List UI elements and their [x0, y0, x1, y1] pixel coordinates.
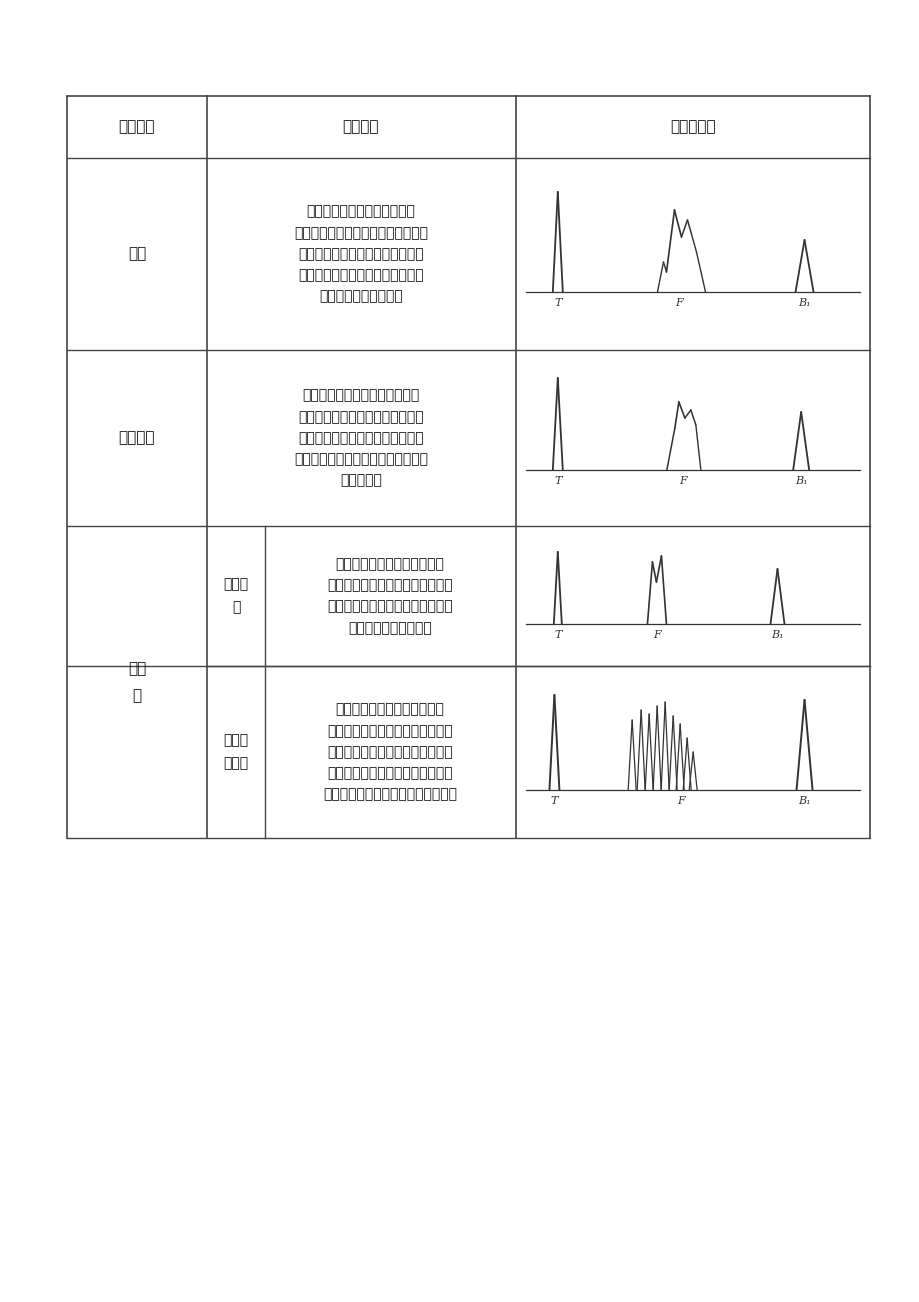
Text: B₁: B₁ — [798, 298, 810, 309]
Text: F: F — [675, 298, 683, 309]
Text: F: F — [676, 796, 685, 806]
Text: 典型波形图: 典型波形图 — [669, 120, 715, 134]
Text: 单个夾
渣: 单个夾 渣 — [223, 578, 248, 615]
Text: 伤波幅度强，出现在工件心部，
沿轴向探伤时伤波具有连续性，由
于缩孔锻造变形，圆周各处伤波幅
度差别较大，缺陷使底波严重衰减，
甚至消失。: 伤波幅度强，出现在工件心部， 沿轴向探伤时伤波具有连续性，由 于缩孔锻造变形，圆… — [294, 389, 427, 487]
Text: 分散性
夾杂物: 分散性 夾杂物 — [223, 733, 248, 771]
Text: B₁: B₁ — [794, 477, 807, 486]
Text: 单个夾渣伤波为单一脉冲或伴
有小伤波的单个脉冲，波峰园酂不
清晰，伤波幅度虽高，但对底波及
其反射次数影响不大。: 单个夾渣伤波为单一脉冲或伴 有小伤波的单个脉冲，波峰园酂不 清晰，伤波幅度虽高，… — [327, 557, 452, 635]
Text: T: T — [553, 630, 561, 641]
Text: T: T — [553, 298, 561, 309]
Text: 伤波反射强烈，波底宽大，成
束状，在主伤波附近常伴有小伤波，
对底波影响严重，常使底波消失，
圆周各处伤波基本类似，缩孔常出
现在冒口端或热节处。: 伤波反射强烈，波底宽大，成 束状，在主伤波附近常伴有小伤波， 对底波影响严重，常… — [294, 204, 427, 303]
Text: F: F — [678, 477, 686, 486]
Text: T: T — [550, 796, 558, 806]
Text: B₁: B₁ — [798, 796, 810, 806]
Text: 缩孔: 缩孔 — [128, 246, 146, 262]
Text: 缺陷名称: 缺陷名称 — [119, 120, 155, 134]
Text: 波形特征: 波形特征 — [343, 120, 379, 134]
Text: T: T — [553, 477, 561, 486]
Text: 分散性夾杂物，伤波为多个，
有时呼现林状波，但波顶园酂不清
晰，波形分枝，伤波较高，但对底
波及底波多次反射次数影响较小。
移动探头时，伤波变化比白点为快。: 分散性夾杂物，伤波为多个， 有时呼现林状波，但波顶园酂不清 晰，波形分枝，伤波较… — [323, 703, 457, 801]
Text: F: F — [652, 630, 661, 641]
Text: B₁: B₁ — [770, 630, 783, 641]
Text: 缩孔残余: 缩孔残余 — [119, 431, 155, 445]
Text: 夾杂
物: 夾杂 物 — [128, 661, 146, 703]
